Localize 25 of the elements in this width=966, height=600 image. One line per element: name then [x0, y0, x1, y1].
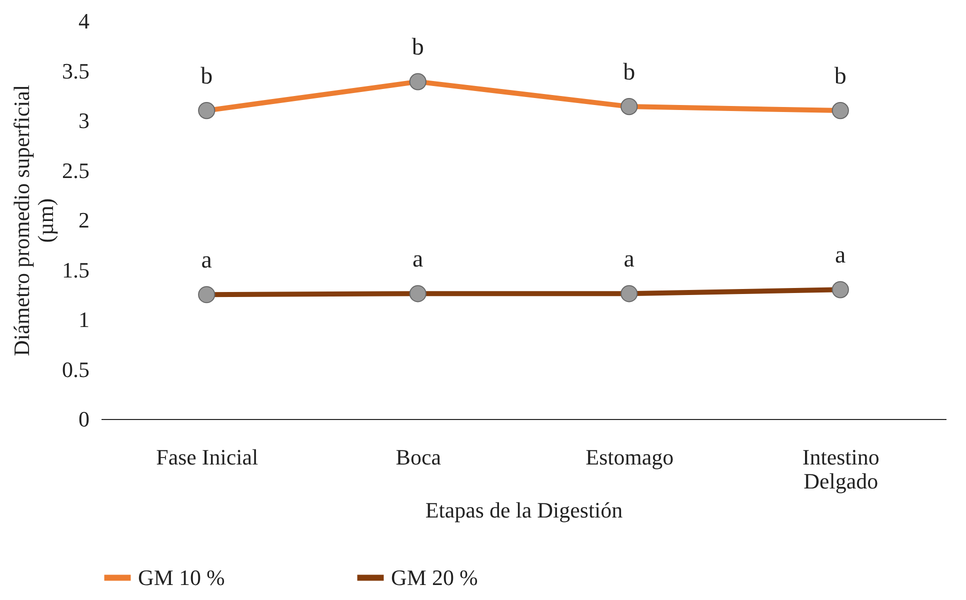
x-tick-label: Intestino Delgado	[802, 444, 880, 494]
annotation: a	[835, 242, 846, 269]
annotation: a	[624, 246, 635, 273]
x-tick-label: Boca	[396, 444, 442, 470]
annotation: b	[200, 64, 213, 90]
y-tick-label: 4	[78, 8, 90, 34]
annotation: a	[201, 248, 212, 274]
y-tick-label: 2	[78, 208, 90, 232]
annotation: b	[412, 34, 424, 61]
y-axis-title: Diámetro promedio superficial (µm)	[9, 84, 58, 356]
legend-label: GM 10 %	[138, 564, 225, 590]
y-tick-label: 1	[78, 307, 90, 332]
y-tick-label: 3	[78, 108, 90, 133]
y-tick-label: 1.5	[62, 257, 90, 282]
annotation: a	[412, 246, 424, 273]
x-tick-label: Estomago	[586, 444, 674, 470]
annotation: b	[834, 64, 846, 90]
y-tick-label: 3.5	[62, 58, 90, 84]
x-axis-title: Etapas de la Digestión	[425, 498, 623, 522]
y-tick-label: 0	[78, 406, 90, 432]
y-tick-label: 0.5	[62, 356, 90, 382]
annotation: b	[623, 60, 636, 86]
y-tick-label: 2.5	[62, 158, 90, 183]
legend-label: GM 20 %	[391, 564, 478, 590]
x-tick-label: Fase Inicial	[156, 444, 258, 470]
